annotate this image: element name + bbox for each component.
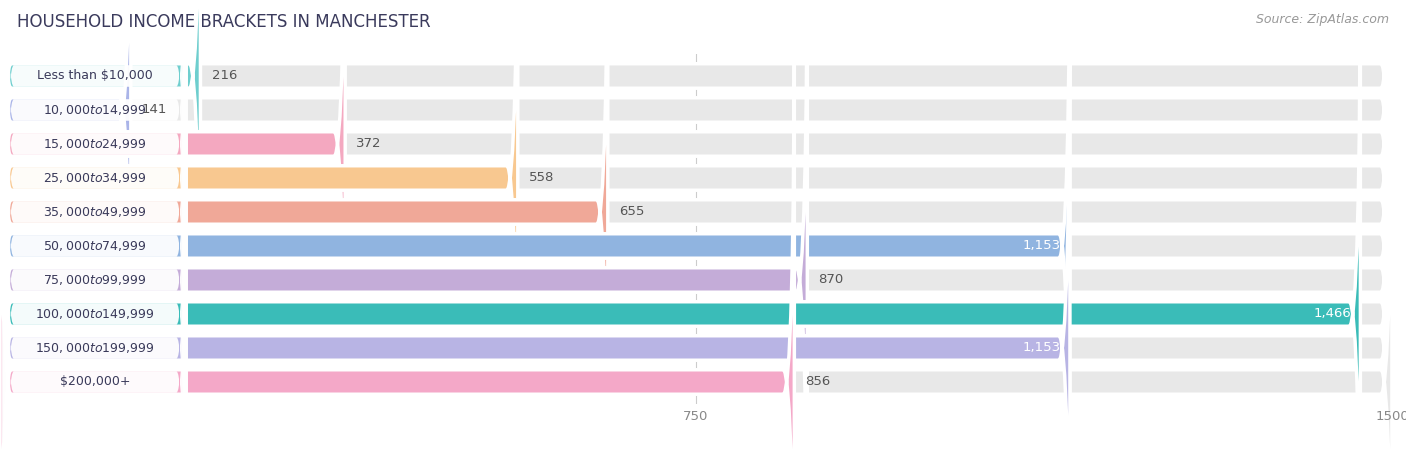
FancyBboxPatch shape bbox=[0, 0, 807, 449]
Text: 1,153: 1,153 bbox=[1022, 342, 1060, 355]
FancyBboxPatch shape bbox=[3, 0, 187, 449]
FancyBboxPatch shape bbox=[0, 0, 1070, 449]
FancyBboxPatch shape bbox=[0, 0, 346, 449]
FancyBboxPatch shape bbox=[3, 0, 187, 449]
FancyBboxPatch shape bbox=[0, 0, 794, 449]
FancyBboxPatch shape bbox=[3, 0, 187, 449]
Text: $75,000 to $99,999: $75,000 to $99,999 bbox=[44, 273, 146, 287]
FancyBboxPatch shape bbox=[3, 0, 187, 449]
Text: 856: 856 bbox=[806, 375, 831, 388]
Text: $100,000 to $149,999: $100,000 to $149,999 bbox=[35, 307, 155, 321]
Text: 141: 141 bbox=[142, 103, 167, 116]
FancyBboxPatch shape bbox=[0, 0, 1361, 449]
FancyBboxPatch shape bbox=[0, 0, 131, 449]
Text: 1,153: 1,153 bbox=[1022, 239, 1060, 252]
FancyBboxPatch shape bbox=[0, 0, 1070, 449]
FancyBboxPatch shape bbox=[3, 0, 187, 449]
Text: $10,000 to $14,999: $10,000 to $14,999 bbox=[44, 103, 146, 117]
FancyBboxPatch shape bbox=[3, 0, 187, 449]
FancyBboxPatch shape bbox=[0, 0, 517, 449]
Text: $35,000 to $49,999: $35,000 to $49,999 bbox=[44, 205, 146, 219]
Text: $150,000 to $199,999: $150,000 to $199,999 bbox=[35, 341, 155, 355]
Text: $15,000 to $24,999: $15,000 to $24,999 bbox=[44, 137, 146, 151]
Text: 558: 558 bbox=[529, 172, 554, 185]
Text: 372: 372 bbox=[356, 137, 382, 150]
FancyBboxPatch shape bbox=[3, 0, 187, 449]
FancyBboxPatch shape bbox=[3, 0, 187, 449]
Text: HOUSEHOLD INCOME BRACKETS IN MANCHESTER: HOUSEHOLD INCOME BRACKETS IN MANCHESTER bbox=[17, 13, 430, 31]
FancyBboxPatch shape bbox=[0, 0, 607, 449]
Text: 870: 870 bbox=[818, 273, 844, 286]
Text: 655: 655 bbox=[619, 206, 644, 219]
Text: $200,000+: $200,000+ bbox=[60, 375, 131, 388]
Text: 1,466: 1,466 bbox=[1313, 308, 1351, 321]
FancyBboxPatch shape bbox=[3, 0, 187, 449]
Text: 216: 216 bbox=[211, 70, 238, 83]
FancyBboxPatch shape bbox=[3, 0, 187, 449]
Text: Source: ZipAtlas.com: Source: ZipAtlas.com bbox=[1256, 13, 1389, 26]
Text: $50,000 to $74,999: $50,000 to $74,999 bbox=[44, 239, 146, 253]
Text: $25,000 to $34,999: $25,000 to $34,999 bbox=[44, 171, 146, 185]
FancyBboxPatch shape bbox=[0, 0, 201, 449]
Text: Less than $10,000: Less than $10,000 bbox=[37, 70, 153, 83]
